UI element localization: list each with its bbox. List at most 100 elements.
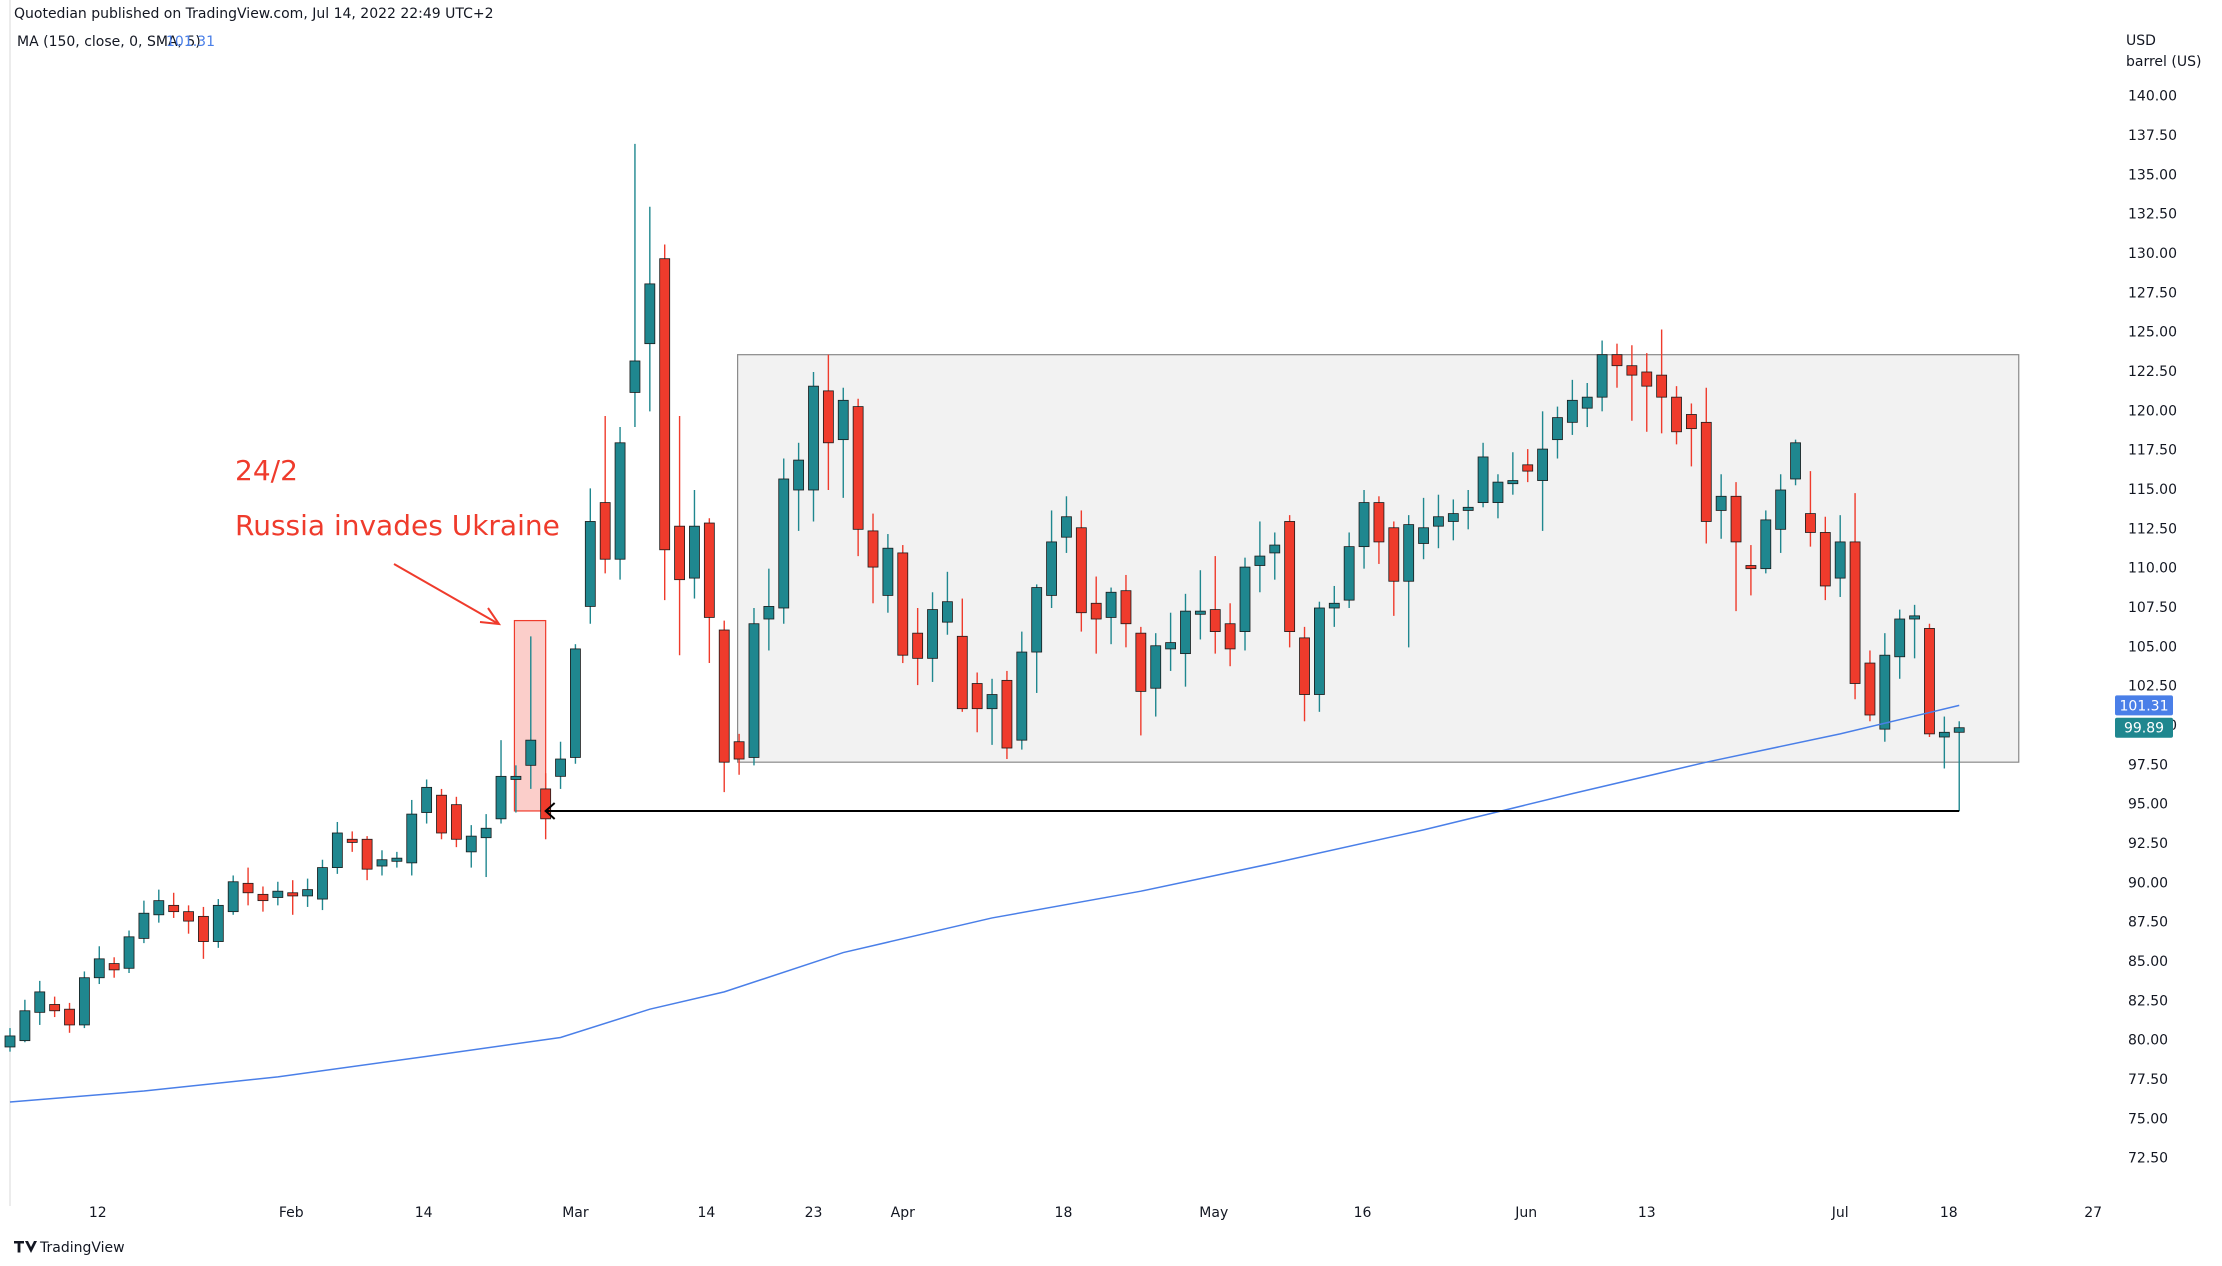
y-tick-label: 120.00: [2128, 403, 2177, 419]
candle-body: [837, 399, 849, 441]
x-tick-label: 16: [1354, 1205, 1372, 1221]
candle-body: [361, 838, 373, 870]
candle-body: [912, 632, 924, 659]
y-tick-label: 105.00: [2128, 639, 2177, 655]
candle-body: [272, 890, 284, 898]
indicator-name: MA (150, close, 0, SMA, 5): [17, 34, 201, 50]
candle-body: [257, 893, 269, 902]
candle-body: [570, 648, 581, 758]
candle-body: [1254, 555, 1266, 566]
candle-body: [450, 804, 462, 840]
x-tick-label: Jun: [1514, 1205, 1537, 1221]
candle-body: [1924, 628, 1935, 735]
candle-body: [971, 683, 983, 710]
candle-body: [391, 857, 403, 862]
x-tick-label: 18: [1055, 1205, 1073, 1221]
candle-body: [1001, 679, 1013, 749]
candle-body: [495, 775, 507, 820]
candle-body: [1090, 602, 1102, 620]
y-tick-label: 127.50: [2128, 285, 2177, 301]
candle-body: [138, 912, 150, 939]
y-tick-label: 125.00: [2128, 325, 2177, 341]
annotation-arrowhead: [479, 607, 502, 626]
y-tick-label: 110.00: [2128, 561, 2177, 577]
indicator-value: 101.31: [166, 34, 215, 50]
candle-body: [421, 786, 433, 813]
y-tick-label: 97.50: [2128, 757, 2168, 773]
candle-body: [1180, 610, 1191, 655]
annotation-arrow: [393, 563, 498, 624]
y-tick-label: 87.50: [2128, 915, 2168, 931]
y-tick-label: 112.50: [2128, 521, 2177, 537]
candle-body: [227, 881, 239, 913]
candle-body: [198, 915, 209, 942]
x-tick-label: May: [1199, 1205, 1228, 1221]
candle-body: [1388, 527, 1400, 582]
candle-body: [1537, 448, 1548, 481]
candle-body: [1879, 654, 1891, 730]
candle-body: [1581, 396, 1593, 409]
candle-body: [1596, 354, 1608, 398]
candle-body: [34, 991, 46, 1013]
candle-body: [882, 547, 894, 596]
candle-body: [1016, 651, 1028, 741]
candle-body: [183, 911, 194, 922]
candle-body: [1685, 414, 1697, 430]
y-tick-label: 122.50: [2128, 364, 2177, 380]
candle-body: [1819, 532, 1831, 587]
candle-body: [302, 889, 313, 897]
candle-body: [1373, 502, 1385, 543]
candle-body: [1864, 662, 1876, 716]
candle-body: [852, 406, 864, 530]
brand-icon: [14, 1241, 37, 1253]
candle-body: [1061, 516, 1072, 538]
candle-body: [1046, 541, 1057, 596]
x-tick-label: Mar: [562, 1205, 589, 1221]
candle-body: [64, 1008, 75, 1026]
candle-body: [465, 835, 477, 853]
y-tick-label: 95.00: [2128, 797, 2168, 813]
candle-body: [1269, 544, 1281, 554]
candle-body: [510, 775, 522, 780]
candle-body: [1656, 374, 1668, 398]
candle-body: [1745, 565, 1757, 570]
candle-body: [376, 859, 388, 867]
candle-body: [212, 904, 224, 942]
candle-body: [242, 882, 254, 894]
x-tick-label: 12: [89, 1205, 107, 1221]
candle-body: [1834, 541, 1846, 579]
candle-body: [1299, 637, 1310, 695]
candle-body: [168, 904, 180, 913]
y-tick-label: 77.50: [2128, 1072, 2168, 1088]
y-tick-label: 80.00: [2128, 1033, 2168, 1049]
candle-body: [1209, 609, 1221, 632]
candle-body: [748, 623, 760, 758]
candle-body: [153, 900, 165, 916]
candle-body: [525, 739, 537, 766]
candle-body: [1328, 602, 1340, 609]
candle-body: [808, 385, 819, 491]
candle-body: [1894, 618, 1906, 658]
candle-body: [49, 1004, 61, 1012]
candle-body: [1760, 519, 1772, 570]
candle-body: [19, 1010, 31, 1042]
candle-body: [123, 936, 135, 969]
ma-price-box: [2115, 695, 2173, 716]
support-line-arrow: [544, 802, 556, 820]
candle-body: [629, 360, 641, 393]
candle-body: [406, 813, 418, 864]
candle-body: [778, 478, 790, 609]
candle-body: [1314, 607, 1325, 695]
candle-body: [1150, 645, 1162, 689]
candle-body: [1031, 587, 1043, 653]
brand-text: TradingView: [39, 1240, 125, 1256]
candle-body: [1462, 506, 1474, 511]
candle-body: [1552, 417, 1563, 441]
last-price-label: 99.89: [2124, 721, 2164, 737]
candle-body: [1194, 610, 1206, 615]
candle-body: [1953, 727, 1965, 733]
candle-body: [986, 694, 998, 710]
candle-body: [4, 1035, 16, 1048]
candle-body: [1700, 421, 1712, 522]
candle-body: [1938, 731, 1950, 738]
